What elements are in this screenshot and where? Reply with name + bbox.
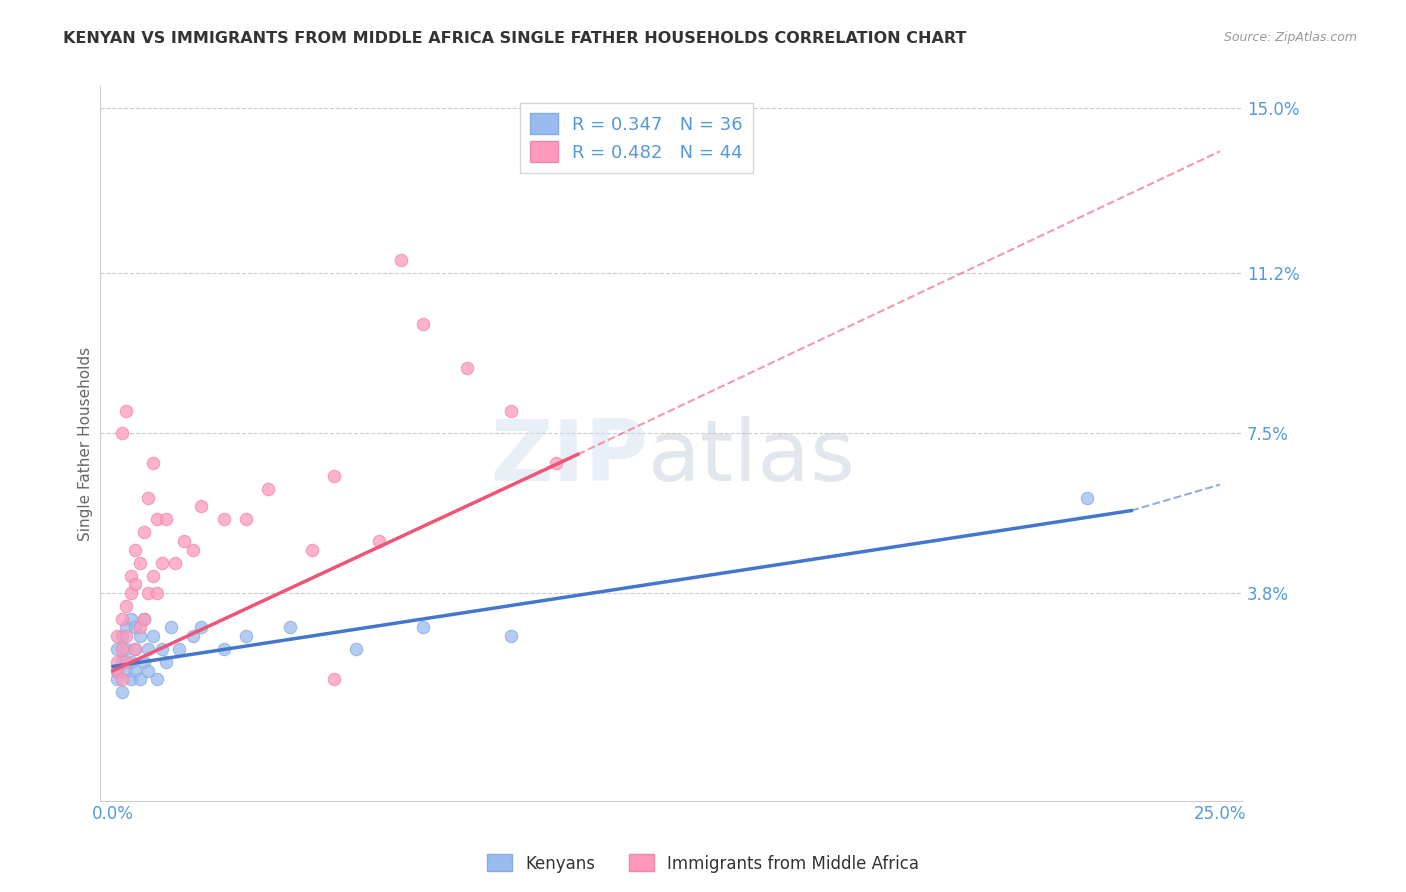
Point (111, 629, 134, 643)
Point (323, 469, 346, 483)
Point (132, 612, 155, 626)
Point (111, 685, 134, 699)
Point (105, 629, 128, 643)
Point (128, 629, 150, 643)
Point (115, 404, 138, 418)
Point (111, 642, 134, 657)
Point (115, 642, 138, 657)
Point (146, 512, 169, 526)
Point (115, 620, 138, 634)
Point (115, 664, 138, 678)
Text: atlas: atlas (648, 417, 856, 500)
Point (105, 673, 128, 687)
Point (132, 655, 155, 669)
Point (235, 512, 257, 526)
Point (124, 664, 146, 678)
Point (124, 642, 146, 657)
Point (456, 360, 478, 375)
Point (146, 586, 169, 600)
Point (150, 642, 173, 657)
Point (412, 318, 434, 332)
Point (367, 533, 389, 548)
Y-axis label: Single Father Households: Single Father Households (79, 346, 93, 541)
Point (138, 642, 160, 657)
Point (105, 664, 128, 678)
Text: KENYAN VS IMMIGRANTS FROM MIDDLE AFRICA SINGLE FATHER HOUSEHOLDS CORRELATION CHA: KENYAN VS IMMIGRANTS FROM MIDDLE AFRICA … (63, 31, 967, 46)
Point (124, 642, 146, 657)
Point (389, 252, 412, 267)
Point (120, 568, 142, 582)
Point (120, 655, 142, 669)
Legend: R = 0.347   N = 36, R = 0.482   N = 44: R = 0.347 N = 36, R = 0.482 N = 44 (520, 103, 754, 173)
Point (181, 542, 204, 557)
Point (278, 620, 301, 634)
Point (159, 620, 181, 634)
Point (105, 664, 128, 678)
Point (132, 612, 155, 626)
Text: Source: ZipAtlas.com: Source: ZipAtlas.com (1223, 31, 1357, 45)
Point (120, 673, 142, 687)
Point (544, 456, 567, 470)
Point (212, 512, 235, 526)
Point (163, 556, 186, 570)
Point (146, 673, 169, 687)
Point (181, 629, 204, 643)
Point (132, 525, 155, 540)
Point (111, 655, 134, 669)
Point (142, 568, 165, 582)
Point (142, 456, 165, 470)
Point (128, 556, 150, 570)
Point (169, 642, 191, 657)
Point (323, 673, 346, 687)
Point (105, 655, 128, 669)
Point (346, 642, 368, 657)
Point (190, 500, 212, 514)
Point (138, 491, 160, 505)
Point (142, 629, 165, 643)
Point (257, 482, 280, 496)
Point (501, 629, 523, 643)
Point (301, 542, 323, 557)
Point (111, 673, 134, 687)
Point (115, 599, 138, 613)
Point (155, 512, 177, 526)
Point (120, 612, 142, 626)
Point (235, 629, 257, 643)
Point (138, 586, 160, 600)
Point (150, 556, 173, 570)
Point (124, 542, 146, 557)
Point (124, 577, 146, 591)
Point (138, 664, 160, 678)
Point (1076, 491, 1098, 505)
Point (115, 655, 138, 669)
Point (190, 620, 212, 634)
Text: ZIP: ZIP (491, 417, 648, 500)
Point (173, 533, 195, 548)
Point (115, 629, 138, 643)
Point (105, 642, 128, 657)
Point (124, 620, 146, 634)
Legend: Kenyans, Immigrants from Middle Africa: Kenyans, Immigrants from Middle Africa (481, 847, 925, 880)
Point (128, 620, 150, 634)
Point (128, 673, 150, 687)
Point (111, 425, 134, 440)
Point (501, 404, 523, 418)
Point (111, 612, 134, 626)
Point (155, 655, 177, 669)
Point (412, 620, 434, 634)
Point (120, 586, 142, 600)
Point (212, 642, 235, 657)
